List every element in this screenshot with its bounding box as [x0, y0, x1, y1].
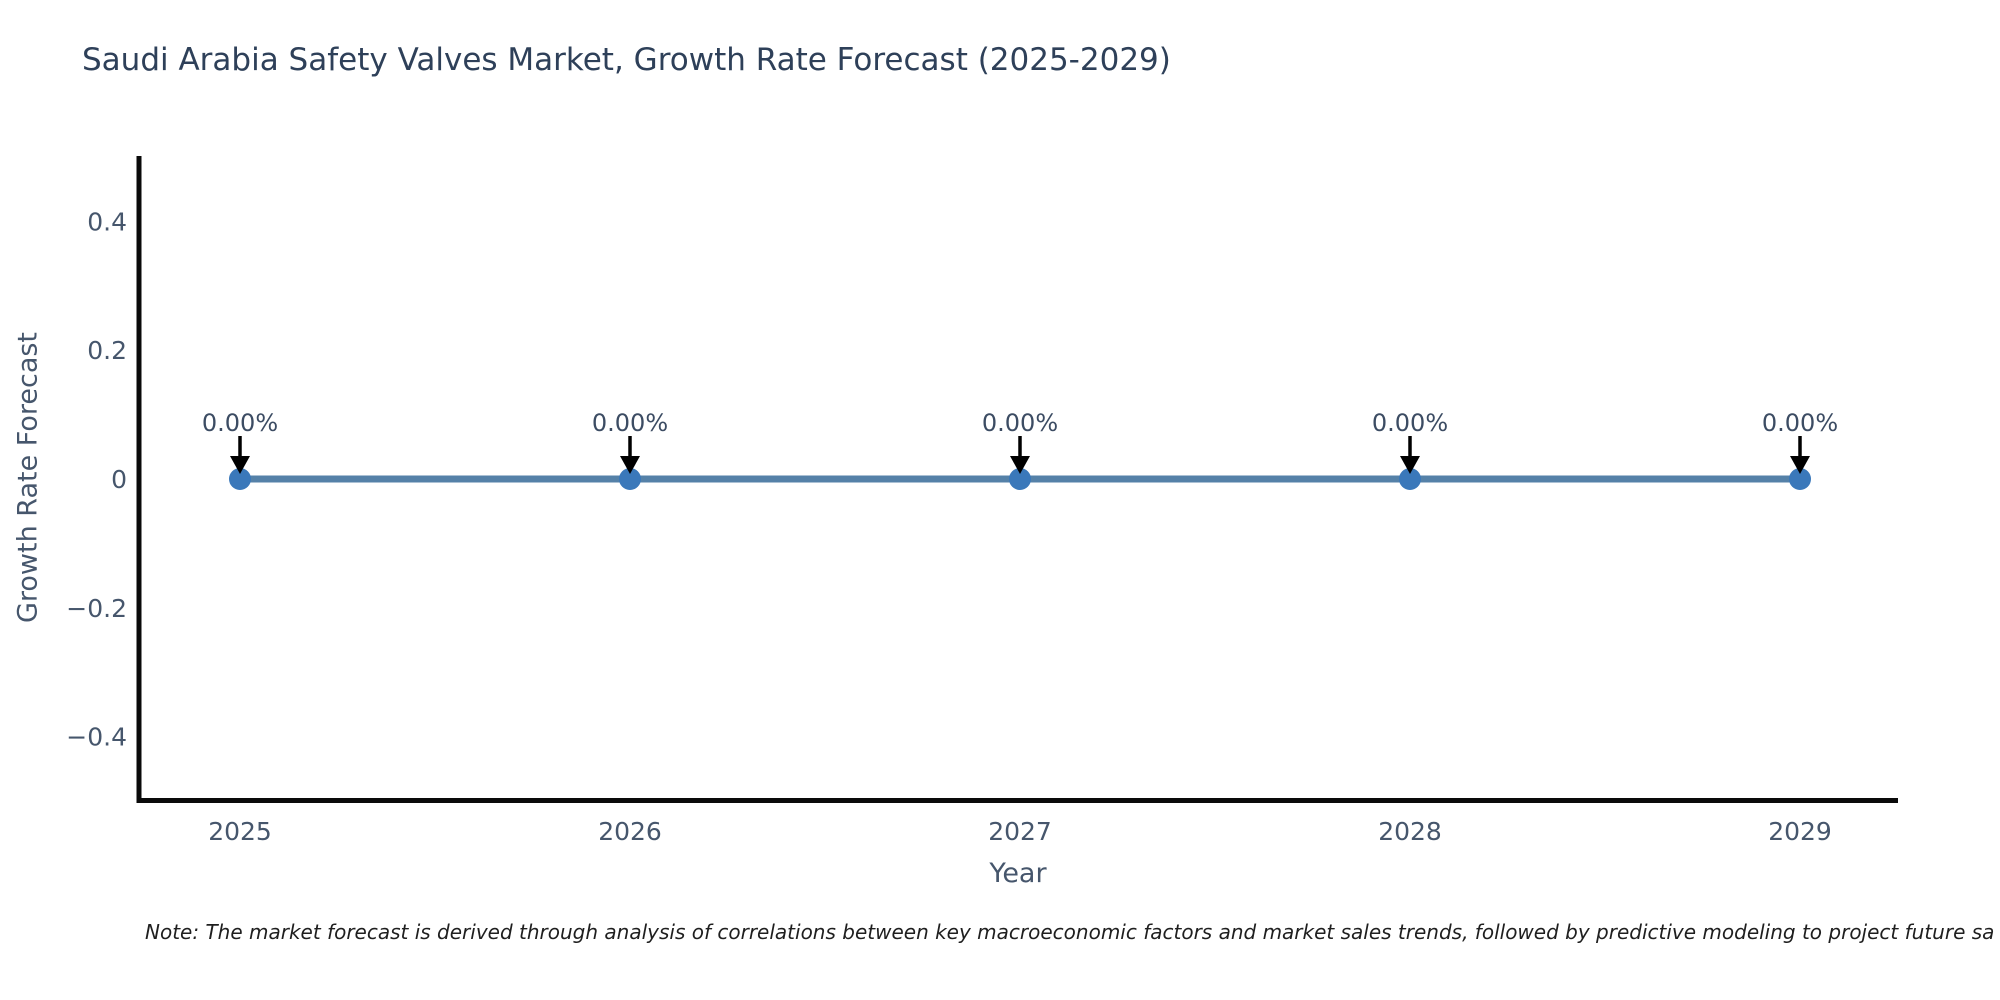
chart-title: Saudi Arabia Safety Valves Market, Growt… [82, 42, 1171, 78]
data-point-marker [229, 468, 251, 490]
data-point-marker [619, 468, 641, 490]
data-point-marker [1399, 468, 1421, 490]
y-tick-label: −0.4 [66, 723, 127, 752]
x-tick-label: 2028 [1378, 817, 1442, 846]
footnote: Note: The market forecast is derived thr… [145, 920, 1995, 944]
x-tick-label: 2026 [598, 817, 662, 846]
annotation-arrowhead-icon [1400, 456, 1420, 474]
annotation-label: 0.00% [1372, 409, 1448, 437]
x-tick-label: 2027 [988, 817, 1052, 846]
y-tick-label: 0 [111, 465, 127, 494]
y-tick-label: −0.2 [66, 594, 127, 623]
point-annotations: 0.00% 0.00% 0.00% 0.00% 0.00% [202, 409, 1838, 474]
x-tick-labels: 2025 2026 2027 2028 2029 [208, 817, 1832, 846]
annotation-arrowhead-icon [230, 456, 250, 474]
line-series [229, 468, 1811, 490]
y-tick-label: 0.2 [87, 336, 127, 365]
annotation-arrowhead-icon [620, 456, 640, 474]
x-tick-label: 2025 [208, 817, 272, 846]
annotation-label: 0.00% [1762, 409, 1838, 437]
annotation-label: 0.00% [982, 409, 1058, 437]
annotation-label: 0.00% [202, 409, 278, 437]
x-tick-label: 2029 [1768, 817, 1832, 846]
annotation-arrowhead-icon [1790, 456, 1810, 474]
data-point-marker [1009, 468, 1031, 490]
annotation-label: 0.00% [592, 409, 668, 437]
y-tick-label: 0.4 [87, 207, 127, 236]
annotation-arrowhead-icon [1010, 456, 1030, 474]
x-axis-title: Year [989, 858, 1047, 889]
y-tick-labels: 0.4 0.2 0 −0.2 −0.4 [66, 207, 127, 751]
data-point-marker [1789, 468, 1811, 490]
